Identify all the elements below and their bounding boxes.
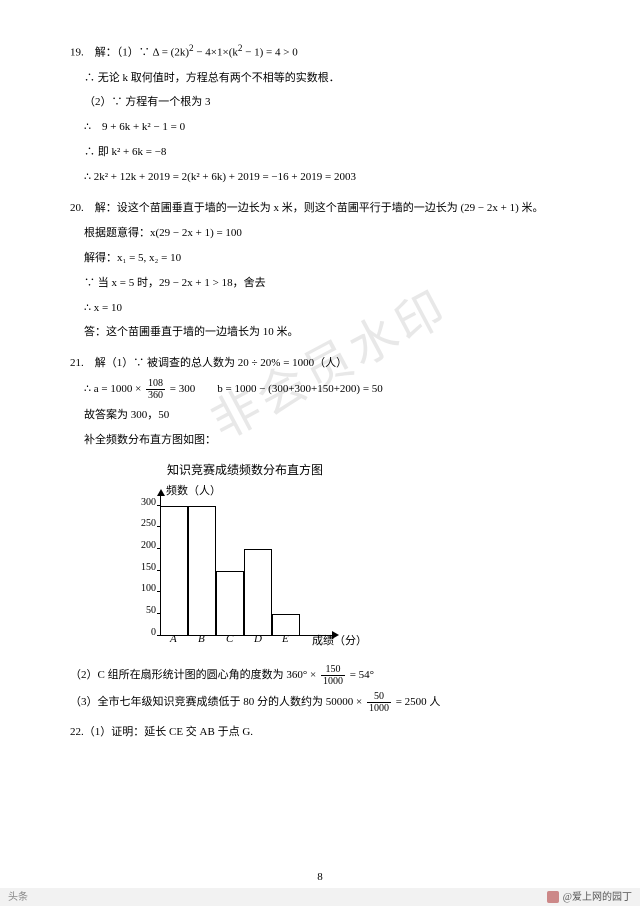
p21-line3: 故答案为 300，50 xyxy=(70,405,570,426)
footer-right: @爱上网的园丁 xyxy=(547,888,632,907)
text: （2）C 组所在扇形统计图的圆心角的度数为 360° × xyxy=(70,669,319,681)
text: = 54° xyxy=(347,669,374,681)
p19-line3: （2）∵ 方程有一个根为 3 xyxy=(70,92,570,113)
denominator: 1000 xyxy=(367,703,391,714)
text: = 2500 人 xyxy=(393,696,440,708)
histogram-chart: 知识竞赛成绩频数分布直方图 频数（人）成绩（分）0501001502002503… xyxy=(130,459,570,656)
p19-line5: ∴ 即 k² + 6k = −8 xyxy=(70,142,570,163)
p20-line1: 20. 解：设这个苗圃垂直于墙的一边长为 x 米，则这个苗圃平行于墙的一边长为 … xyxy=(70,198,570,219)
p19-line4: ∴ 9 + 6k + k² − 1 = 0 xyxy=(70,117,570,138)
footer-left: 头条 xyxy=(8,888,28,907)
chart-title: 知识竞赛成绩频数分布直方图 xyxy=(130,459,360,482)
p19-line1: 19. 解：（1）∵ Δ = (2k)2 − 4×1×(k2 − 1) = 4 … xyxy=(70,40,570,64)
text: （3）全市七年级知识竞赛成绩低于 80 分的人数约为 50000 × xyxy=(70,696,365,708)
p19-line2: ∴ 无论 k 取何值时，方程总有两个不相等的实数根． xyxy=(70,68,570,89)
p21-line1: 21. 解（1）∵ 被调查的总人数为 20 ÷ 20% = 1000（人） xyxy=(70,353,570,374)
p19-line6: ∴ 2k² + 12k + 2019 = 2(k² + 6k) + 2019 =… xyxy=(70,167,570,188)
numerator: 150 xyxy=(321,664,345,676)
text: ∴ a = 1000 × xyxy=(84,383,144,395)
p20-line5: ∴ x = 10 xyxy=(70,298,570,319)
denominator: 360 xyxy=(146,390,165,401)
denominator: 1000 xyxy=(321,676,345,687)
text: − 4×1×(k xyxy=(194,47,238,59)
p21-line2: ∴ a = 1000 × 108360 = 300 b = 1000 − (30… xyxy=(70,378,570,401)
p21-line6: （3）全市七年级知识竞赛成绩低于 80 分的人数约为 50000 × 50100… xyxy=(70,691,570,714)
footer-bar: 头条 @爱上网的园丁 xyxy=(0,888,640,906)
footer-author: @爱上网的园丁 xyxy=(563,888,632,907)
p20-line3: 解得：x₁ = 5, x₂ = 10 xyxy=(70,248,570,269)
fraction: 108360 xyxy=(146,378,165,401)
text: = 300 b = 1000 − (300+300+150+200) = 50 xyxy=(167,383,383,395)
p20-line2: 根据题意得：x(29 − 2x + 1) = 100 xyxy=(70,223,570,244)
fraction: 1501000 xyxy=(321,664,345,687)
p20-line4: ∵ 当 x = 5 时，29 − 2x + 1 > 18，舍去 xyxy=(70,273,570,294)
document-body: 19. 解：（1）∵ Δ = (2k)2 − 4×1×(k2 − 1) = 4 … xyxy=(70,40,570,743)
p21-line4: 补全频数分布直方图如图： xyxy=(70,430,570,451)
fraction: 501000 xyxy=(367,691,391,714)
numerator: 108 xyxy=(146,378,165,390)
p20-line6: 答：这个苗圃垂直于墙的一边墙长为 10 米。 xyxy=(70,322,570,343)
chart-plot: 频数（人）成绩（分）050100150200250300ABCDE xyxy=(130,486,370,656)
page-number: 8 xyxy=(0,867,640,888)
text: 19. 解：（1）∵ Δ = (2k) xyxy=(70,47,189,59)
numerator: 50 xyxy=(367,691,391,703)
p21-line5: （2）C 组所在扇形统计图的圆心角的度数为 360° × 1501000 = 5… xyxy=(70,664,570,687)
text: − 1) = 4 > 0 xyxy=(242,47,297,59)
p22-line1: 22.（1）证明：延长 CE 交 AB 于点 G. xyxy=(70,722,570,743)
avatar-icon xyxy=(547,891,559,903)
